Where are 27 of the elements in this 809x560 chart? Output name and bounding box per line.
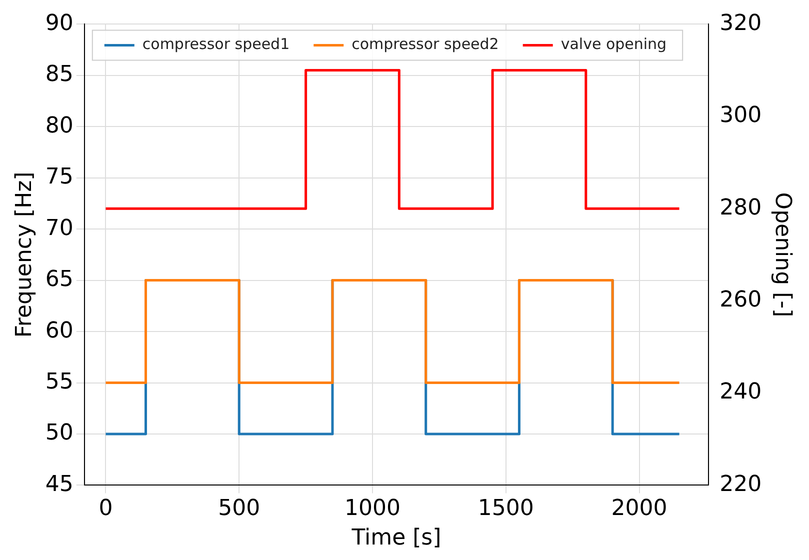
x-tick-label: 2000 bbox=[611, 496, 668, 522]
x-tick-label: 0 bbox=[98, 496, 113, 522]
y2-tick-label: 240 bbox=[720, 380, 762, 405]
y-tick-label: 55 bbox=[45, 369, 74, 394]
y2-axis-title: Opening [-] bbox=[770, 192, 796, 318]
x-tick-label: 1000 bbox=[344, 496, 400, 522]
y-tick-label: 90 bbox=[45, 10, 74, 36]
legend-label: compressor speed2 bbox=[352, 35, 499, 54]
x-tick-label: 1500 bbox=[478, 496, 534, 522]
y-tick-label: 80 bbox=[45, 113, 74, 138]
y2-tick-label: 280 bbox=[720, 195, 762, 220]
y-tick-label: 45 bbox=[45, 472, 74, 497]
x-axis-title: Time [s] bbox=[350, 526, 442, 551]
y-tick-label: 70 bbox=[45, 216, 74, 241]
y-tick-label: 75 bbox=[45, 164, 74, 190]
y2-tick-label: 260 bbox=[720, 288, 762, 313]
y2-tick-label: 220 bbox=[720, 472, 762, 497]
y-tick-label: 65 bbox=[45, 267, 74, 292]
legend-label: compressor speed1 bbox=[142, 35, 290, 54]
y2-tick-label: 320 bbox=[720, 10, 762, 36]
x-tick-label: 500 bbox=[218, 496, 260, 522]
y-tick-label: 85 bbox=[45, 62, 74, 88]
y-tick-label: 50 bbox=[45, 420, 74, 446]
legend-label: valve opening bbox=[560, 35, 667, 54]
y-axis-title: Frequency [Hz] bbox=[12, 172, 37, 338]
y-tick-label: 60 bbox=[45, 318, 74, 344]
y2-tick-label: 300 bbox=[720, 103, 762, 128]
